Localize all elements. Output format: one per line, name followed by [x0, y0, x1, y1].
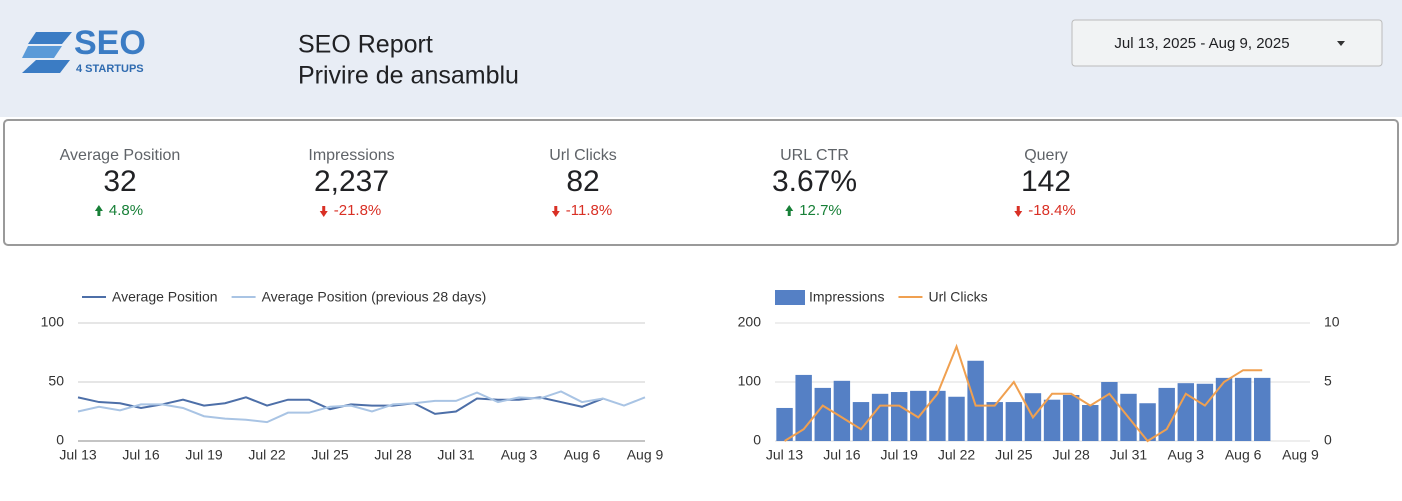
trend-arrow — [94, 205, 103, 216]
x-tick-label: Jul 16 — [823, 447, 861, 463]
scorecard-value: 82 — [566, 165, 599, 198]
x-tick-label: Jul 25 — [995, 447, 1033, 463]
x-tick-label: Aug 3 — [501, 447, 538, 463]
line — [784, 343, 1263, 443]
bar — [1101, 382, 1118, 441]
bar — [833, 380, 851, 441]
trend-arrow — [319, 206, 328, 217]
scorecard-value: 142 — [1021, 165, 1071, 198]
x-tick-label: Aug 6 — [1225, 447, 1262, 463]
scorecard-change: -21.8% — [334, 202, 382, 219]
legend-label: Average Position — [112, 289, 218, 305]
bar — [1234, 377, 1252, 441]
legend-label: Impressions — [809, 289, 884, 305]
scorecard-change: 12.7% — [799, 202, 842, 219]
y2-tick-label: 5 — [1324, 373, 1332, 389]
logo-shape — [28, 32, 72, 44]
bar — [967, 360, 984, 441]
scorecard-label: Impressions — [308, 147, 394, 164]
bar — [871, 393, 889, 441]
bar — [1215, 377, 1233, 441]
x-tick-label: Jul 31 — [1110, 447, 1148, 463]
x-tick-label: Jul 19 — [185, 447, 223, 463]
x-tick-label: Jul 13 — [766, 447, 804, 463]
x-tick-label: Jul 25 — [311, 447, 349, 463]
y-tick-label: 200 — [738, 314, 762, 330]
bar — [929, 390, 946, 441]
date-range-text[interactable]: Jul 13, 2025 - Aug 9, 2025 — [1114, 35, 1289, 52]
scorecard-label: Url Clicks — [549, 147, 617, 164]
date-range-box[interactable] — [1071, 19, 1383, 67]
x-tick-label: Jul 19 — [881, 447, 919, 463]
x-tick-label: Jul 31 — [437, 447, 475, 463]
logo-shape — [22, 46, 62, 58]
x-tick-label: Jul 28 — [374, 447, 412, 463]
scorecard-value: 32 — [103, 165, 136, 198]
y2-tick-label: 0 — [1324, 432, 1332, 448]
dropdown-arrow[interactable] — [1337, 41, 1345, 46]
logo-text: SEO — [74, 24, 146, 62]
bar — [1082, 405, 1099, 441]
bar — [795, 374, 812, 441]
x-tick-label: Jul 22 — [248, 447, 286, 463]
x-tick-label: Jul 28 — [1052, 447, 1090, 463]
scorecard-label: Average Position — [60, 147, 181, 164]
scorecard-label: URL CTR — [780, 147, 849, 164]
bar — [1062, 394, 1080, 441]
y-tick-label: 50 — [48, 373, 64, 389]
legend-swatch — [775, 290, 805, 305]
scorecard-change: 4.8% — [109, 202, 143, 219]
x-tick-label: Jul 22 — [938, 447, 976, 463]
report-subtitle: Privire de ansamblu — [298, 62, 519, 90]
bar — [776, 407, 793, 441]
x-tick-label: Jul 13 — [59, 447, 97, 463]
y-tick-label: 100 — [41, 314, 65, 330]
x-tick-label: Aug 6 — [564, 447, 601, 463]
logo: SEO 4 STARTUPS — [22, 24, 146, 75]
trend-arrow — [785, 205, 794, 216]
chart: 0 100 200 0 5 10 Jul 13 Jul 16 Jul 19 Jul 22 Jul 2… — [738, 289, 1340, 463]
date-range-picker[interactable]: Jul 13, 2025 - Aug 9, 2025 — [1071, 19, 1383, 67]
scorecard-change: -11.8% — [566, 202, 612, 219]
x-tick-label: Aug 3 — [1168, 447, 1205, 463]
scorecard-label: Query — [1024, 147, 1068, 164]
bar — [986, 402, 1003, 441]
x-tick-label: Jul 16 — [122, 447, 160, 463]
bar — [1177, 383, 1195, 441]
x-tick-label: Aug 9 — [1282, 447, 1319, 463]
scorecard-panel — [3, 119, 1399, 246]
y-tick-label: 0 — [56, 432, 64, 448]
bar — [1005, 402, 1023, 441]
bar — [948, 396, 965, 441]
scorecard-value: 2,237 — [314, 165, 389, 198]
logo-subtext: 4 STARTUPS — [76, 63, 144, 75]
trend-arrow — [1014, 206, 1023, 217]
bar — [1043, 399, 1061, 441]
y2-tick-label: 10 — [1324, 314, 1340, 330]
y-tick-label: 0 — [753, 432, 761, 448]
bar — [1196, 383, 1214, 441]
report-title: SEO Report — [298, 31, 433, 59]
legend-label: Url Clicks — [928, 289, 987, 305]
scorecard-change: -18.4% — [1028, 202, 1076, 219]
bar — [1254, 377, 1271, 441]
line — [77, 390, 646, 424]
legend-label: Average Position (previous 28 days) — [262, 289, 487, 305]
trend-arrow — [551, 206, 560, 217]
bar — [1158, 387, 1175, 441]
bar — [1139, 403, 1156, 441]
x-tick-label: Aug 9 — [627, 447, 664, 463]
scorecard-value: 3.67% — [772, 165, 857, 198]
bar — [852, 402, 870, 441]
bar — [814, 387, 831, 441]
logo-shape — [22, 60, 70, 73]
chart: 0 50 100 Jul 13 Jul 16 Jul 19 Jul 22 Jul 25 Jul … — [41, 289, 664, 463]
bar — [890, 392, 908, 441]
y-tick-label: 100 — [738, 373, 762, 389]
